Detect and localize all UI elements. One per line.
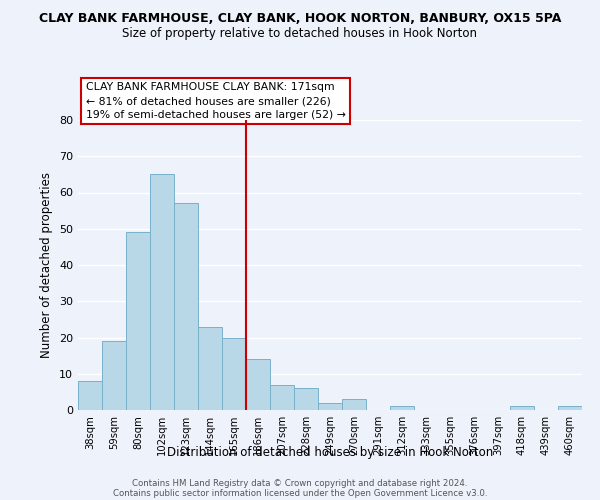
Text: Distribution of detached houses by size in Hook Norton: Distribution of detached houses by size …	[167, 446, 493, 459]
Bar	[126, 232, 150, 410]
Bar	[78, 381, 102, 410]
Bar	[174, 204, 198, 410]
Bar	[318, 403, 342, 410]
Text: Contains public sector information licensed under the Open Government Licence v3: Contains public sector information licen…	[113, 488, 487, 498]
Bar	[342, 399, 366, 410]
Bar	[270, 384, 294, 410]
Y-axis label: Number of detached properties: Number of detached properties	[40, 172, 53, 358]
Bar	[102, 341, 126, 410]
Bar	[390, 406, 414, 410]
Bar	[246, 359, 270, 410]
Bar	[294, 388, 318, 410]
Bar	[150, 174, 174, 410]
Text: Contains HM Land Registry data © Crown copyright and database right 2024.: Contains HM Land Registry data © Crown c…	[132, 478, 468, 488]
Text: CLAY BANK FARMHOUSE CLAY BANK: 171sqm
← 81% of detached houses are smaller (226): CLAY BANK FARMHOUSE CLAY BANK: 171sqm ← …	[86, 82, 346, 120]
Bar	[510, 406, 534, 410]
Bar	[198, 326, 222, 410]
Bar	[558, 406, 582, 410]
Text: CLAY BANK FARMHOUSE, CLAY BANK, HOOK NORTON, BANBURY, OX15 5PA: CLAY BANK FARMHOUSE, CLAY BANK, HOOK NOR…	[39, 12, 561, 26]
Text: Size of property relative to detached houses in Hook Norton: Size of property relative to detached ho…	[122, 28, 478, 40]
Bar	[222, 338, 246, 410]
